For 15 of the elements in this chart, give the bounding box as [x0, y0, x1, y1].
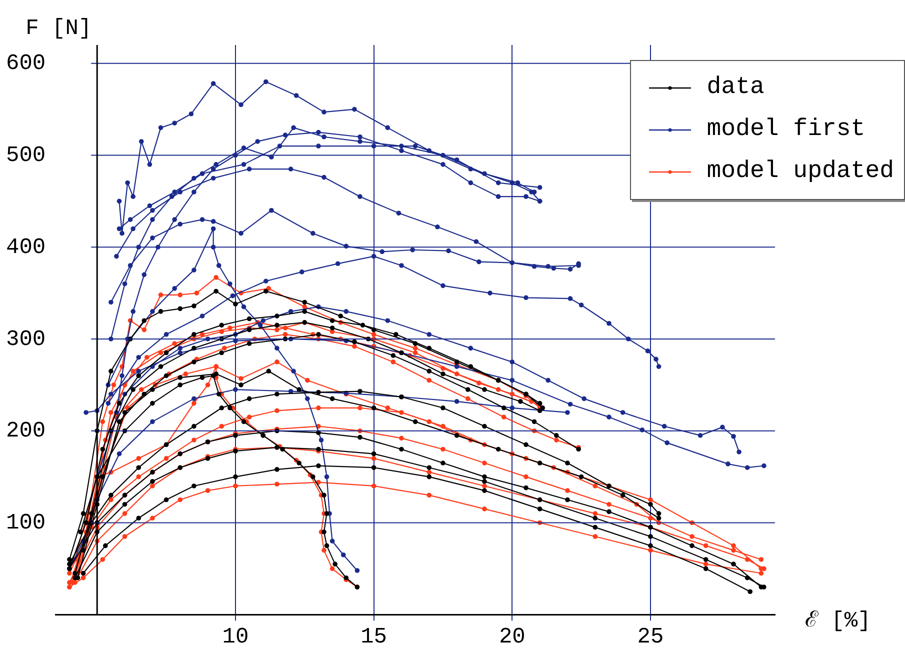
y-tick-label: 600: [6, 51, 46, 76]
legend-label: data: [706, 73, 764, 103]
x-tick-label: 10: [222, 624, 249, 650]
legend-label: model updated: [706, 157, 894, 187]
x-tick-label: 15: [360, 624, 388, 650]
y-tick-label: 500: [6, 143, 46, 168]
legend-label: model first: [706, 115, 866, 145]
y-tick-label: 200: [6, 418, 46, 444]
y-tick-label: 300: [6, 326, 46, 352]
x-axis-title: ℰ [%]: [805, 608, 871, 634]
y-tick-label: 100: [6, 510, 46, 536]
x-tick-label: 25: [637, 624, 664, 650]
x-tick-label: 20: [498, 624, 526, 650]
y-tick-label: 400: [6, 234, 46, 260]
y-axis-title: F [N]: [26, 16, 92, 41]
